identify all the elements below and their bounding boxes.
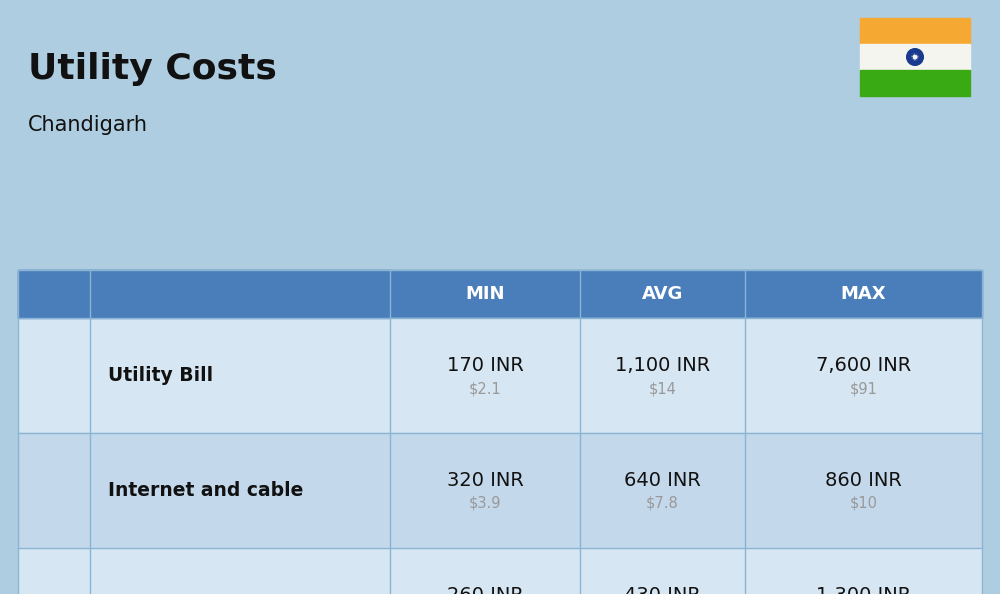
Text: 1,300 INR: 1,300 INR	[816, 586, 911, 594]
Bar	[18, 270, 90, 318]
Bar	[28, 465, 80, 517]
Text: Chandigarh: Chandigarh	[28, 115, 148, 135]
Text: MAX: MAX	[841, 285, 886, 303]
Text: Utility Costs: Utility Costs	[28, 52, 277, 86]
Bar	[18, 433, 982, 548]
Text: 640 INR: 640 INR	[624, 471, 701, 490]
Text: 260 INR: 260 INR	[447, 586, 523, 594]
Bar	[28, 580, 80, 594]
Text: $14: $14	[649, 381, 676, 396]
Text: 320 INR: 320 INR	[447, 471, 523, 490]
Bar	[28, 349, 80, 402]
Text: 170 INR: 170 INR	[447, 356, 523, 375]
Bar	[18, 548, 982, 594]
Text: 430 INR: 430 INR	[624, 586, 701, 594]
Text: $7.8: $7.8	[646, 496, 679, 511]
Text: Internet and cable: Internet and cable	[108, 481, 303, 500]
Circle shape	[912, 54, 918, 60]
Bar	[18, 270, 982, 318]
Text: $91: $91	[850, 381, 877, 396]
Text: Utility Bill: Utility Bill	[108, 366, 213, 385]
Text: MIN: MIN	[465, 285, 505, 303]
Text: 860 INR: 860 INR	[825, 471, 902, 490]
Bar	[90, 270, 390, 318]
Text: $3.9: $3.9	[469, 496, 501, 511]
Text: $10: $10	[850, 496, 878, 511]
Bar	[18, 270, 982, 594]
Bar	[18, 318, 982, 433]
Bar	[860, 18, 970, 44]
Text: 1,100 INR: 1,100 INR	[615, 356, 710, 375]
Text: AVG: AVG	[642, 285, 683, 303]
Bar	[860, 44, 970, 70]
Text: $2.1: $2.1	[469, 381, 501, 396]
Bar	[860, 70, 970, 96]
Circle shape	[907, 49, 923, 65]
Text: 7,600 INR: 7,600 INR	[816, 356, 911, 375]
